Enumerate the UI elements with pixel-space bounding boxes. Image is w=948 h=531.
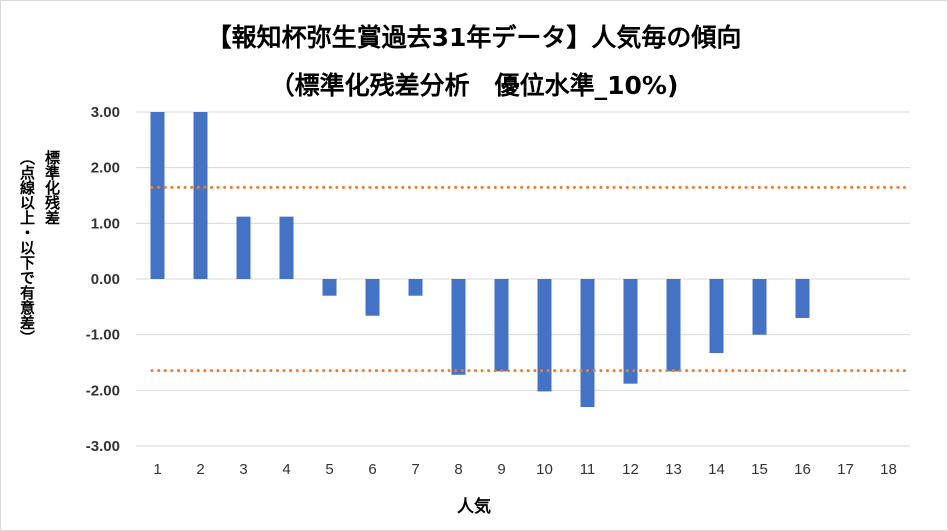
bar — [150, 112, 165, 279]
bar — [752, 279, 767, 335]
x-tick-label: 11 — [580, 461, 596, 478]
bar — [537, 279, 552, 392]
x-tick-labels: 1 2 3 4 5 6 7 8 9 10 11 12 13 14 15 16 17 18 — [153, 461, 897, 478]
bar — [193, 112, 208, 279]
x-tick-label: 15 — [751, 461, 768, 478]
chart-subtitle: （標準化残差分析 優位水準_10%) — [269, 71, 679, 100]
x-tick-label: 5 — [325, 461, 333, 478]
reference-lines — [150, 185, 908, 373]
bar — [580, 279, 595, 408]
x-tick-label: 14 — [708, 461, 725, 478]
y-tick-label: -3.00 — [86, 438, 120, 455]
y-tick-label: -1.00 — [86, 327, 120, 344]
x-tick-label: 18 — [880, 461, 897, 478]
bar — [279, 216, 294, 279]
x-tick-label: 8 — [454, 461, 462, 478]
y-tick-label: -2.00 — [86, 382, 120, 399]
x-tick-label: 6 — [368, 461, 376, 478]
gridlines — [136, 111, 910, 447]
y-tick-label: 0.00 — [91, 271, 120, 288]
x-tick-label: 9 — [497, 461, 505, 478]
bar — [494, 279, 509, 372]
bar — [795, 279, 810, 318]
x-tick-label: 10 — [536, 461, 553, 478]
x-tick-label: 4 — [282, 461, 290, 478]
x-tick-label: 13 — [665, 461, 682, 478]
x-tick-label: 3 — [239, 461, 247, 478]
y-axis-label-line-2: （点線以上・以下で有意差） — [18, 150, 36, 345]
bar — [451, 279, 466, 375]
bar — [666, 279, 681, 372]
chart-title: 【報知杯弥生賞過去31年データ】人気毎の傾向 — [206, 23, 742, 52]
y-tick-label: 3.00 — [91, 104, 120, 121]
bar — [322, 279, 337, 296]
x-tick-label: 7 — [411, 461, 419, 478]
bar — [623, 279, 638, 384]
bar — [236, 216, 251, 279]
y-tick-labels: 3.00 2.00 1.00 0.00 -1.00 -2.00 -3.00 — [86, 104, 120, 455]
x-tick-label: 2 — [196, 461, 204, 478]
x-tick-label: 12 — [622, 461, 639, 478]
bars — [150, 112, 810, 408]
x-axis-label: 人気 — [457, 497, 491, 517]
bar — [709, 279, 724, 354]
bar — [408, 279, 423, 296]
x-tick-label: 17 — [837, 461, 854, 478]
y-axis-label: 標準化残差 （点線以上・以下で有意差） — [12, 150, 68, 410]
y-tick-label: 2.00 — [91, 160, 120, 177]
x-tick-label: 16 — [794, 461, 811, 478]
y-tick-label: 1.00 — [91, 215, 120, 232]
y-axis-label-line-1: 標準化残差 — [43, 150, 61, 225]
bar — [365, 279, 380, 316]
x-tick-label: 1 — [153, 461, 161, 478]
